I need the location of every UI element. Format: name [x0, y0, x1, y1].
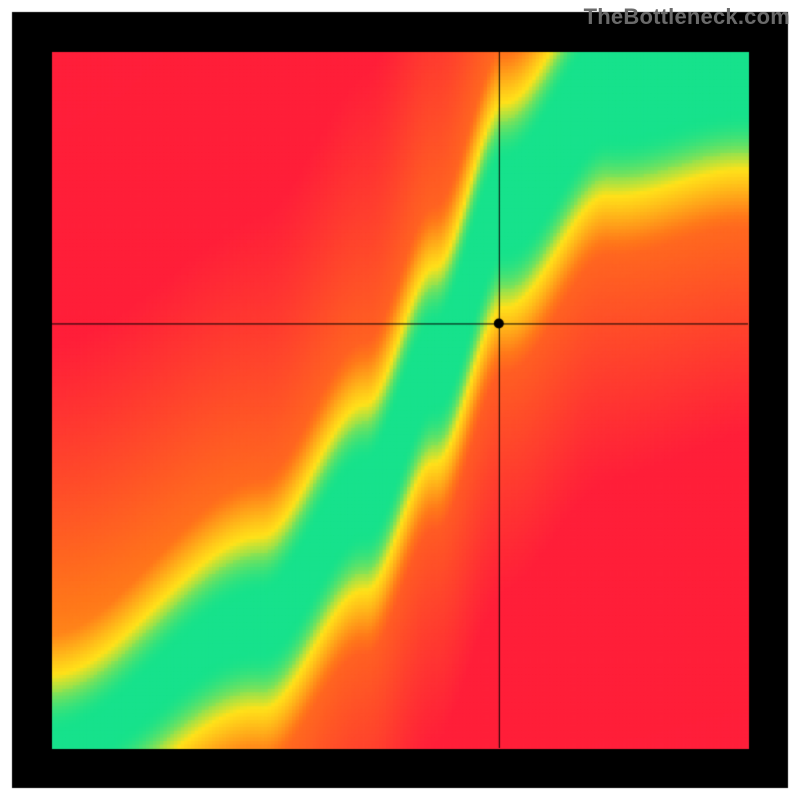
bottleneck-heatmap: [0, 0, 800, 800]
watermark-text: TheBottleneck.com: [584, 4, 790, 30]
chart-container: TheBottleneck.com: [0, 0, 800, 800]
